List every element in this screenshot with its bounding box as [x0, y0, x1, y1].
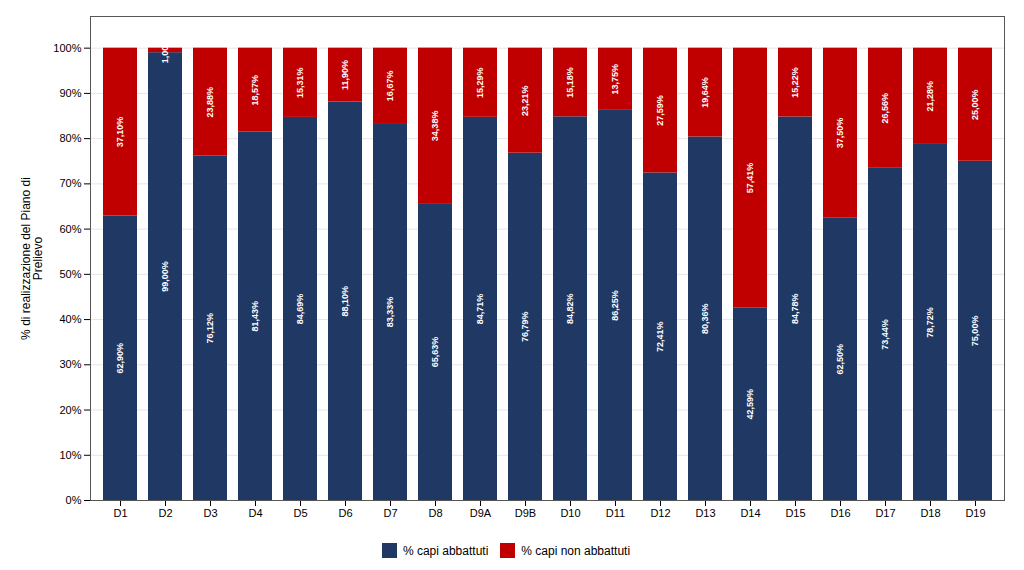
svg-text:D9B: D9B: [515, 507, 536, 519]
svg-text:D10: D10: [560, 507, 580, 519]
svg-text:D2: D2: [158, 507, 172, 519]
svg-text:10%: 10%: [59, 449, 81, 461]
svg-text:% di realizzazione del Piano d: % di realizzazione del Piano diPrelievo: [19, 177, 45, 340]
svg-text:D6: D6: [338, 507, 352, 519]
svg-text:34,38%: 34,38%: [430, 111, 440, 142]
svg-text:D3: D3: [203, 507, 217, 519]
svg-text:20%: 20%: [59, 404, 81, 416]
svg-text:65,63%: 65,63%: [430, 337, 440, 368]
svg-text:80%: 80%: [59, 132, 81, 144]
svg-text:84,69%: 84,69%: [295, 294, 305, 325]
svg-text:D11: D11: [606, 507, 625, 519]
svg-text:42,59%: 42,59%: [745, 389, 755, 420]
svg-text:84,71%: 84,71%: [475, 294, 485, 325]
svg-text:80,36%: 80,36%: [700, 303, 710, 334]
svg-text:30%: 30%: [59, 358, 81, 370]
svg-text:D1: D1: [113, 507, 127, 519]
svg-text:72,41%: 72,41%: [655, 321, 665, 352]
svg-text:D17: D17: [875, 507, 895, 519]
svg-text:D18: D18: [920, 507, 940, 519]
svg-text:23,88%: 23,88%: [205, 87, 215, 118]
svg-text:23,21%: 23,21%: [520, 85, 530, 116]
svg-text:0%: 0%: [66, 494, 82, 506]
svg-text:37,50%: 37,50%: [835, 118, 845, 149]
svg-text:D12: D12: [650, 507, 670, 519]
svg-text:D7: D7: [383, 507, 397, 519]
svg-text:90%: 90%: [59, 87, 81, 99]
html-text:% capi abbattuti: % capi abbattuti: [402, 543, 489, 558]
svg-text:60%: 60%: [59, 223, 81, 235]
svg-text:21,28%: 21,28%: [925, 81, 935, 112]
svg-text:99,00%: 99,00%: [160, 261, 170, 292]
svg-text:D19: D19: [965, 507, 985, 519]
svg-text:37,10%: 37,10%: [115, 117, 125, 148]
svg-text:1,00%: 1,00%: [160, 38, 170, 64]
svg-text:25,00%: 25,00%: [970, 89, 980, 120]
svg-text:62,90%: 62,90%: [115, 343, 125, 374]
svg-text:26,56%: 26,56%: [880, 93, 890, 124]
svg-text:81,43%: 81,43%: [250, 301, 260, 332]
svg-text:D15: D15: [785, 507, 805, 519]
svg-text:15,31%: 15,31%: [295, 68, 305, 99]
svg-text:19,64%: 19,64%: [700, 77, 710, 108]
svg-text:15,29%: 15,29%: [475, 67, 485, 98]
svg-text:15,22%: 15,22%: [790, 67, 800, 98]
svg-text:57,41%: 57,41%: [745, 163, 755, 194]
svg-text:40%: 40%: [59, 313, 81, 325]
svg-text:16,67%: 16,67%: [385, 71, 395, 102]
svg-text:18,57%: 18,57%: [250, 75, 260, 106]
svg-text:27,59%: 27,59%: [655, 95, 665, 126]
svg-text:D14: D14: [740, 507, 760, 519]
svg-text:78,72%: 78,72%: [925, 307, 935, 338]
svg-text:62,50%: 62,50%: [835, 344, 845, 375]
svg-text:84,78%: 84,78%: [790, 293, 800, 324]
svg-text:D8: D8: [428, 507, 442, 519]
svg-text:D4: D4: [248, 507, 262, 519]
svg-text:70%: 70%: [59, 177, 81, 189]
svg-text:D16: D16: [830, 507, 850, 519]
svg-text:13,75%: 13,75%: [610, 64, 620, 95]
svg-text:73,44%: 73,44%: [880, 319, 890, 350]
svg-text:D13: D13: [695, 507, 715, 519]
svg-text:D9A: D9A: [470, 507, 492, 519]
svg-text:86,25%: 86,25%: [610, 290, 620, 321]
svg-text:76,12%: 76,12%: [205, 313, 215, 344]
svg-text:15,18%: 15,18%: [565, 67, 575, 98]
svg-text:88,10%: 88,10%: [340, 286, 350, 317]
svg-text:83,33%: 83,33%: [385, 297, 395, 328]
svg-text:100%: 100%: [53, 42, 81, 54]
svg-text:84,82%: 84,82%: [565, 293, 575, 324]
html-text:% capi non abbattuti: % capi non abbattuti: [521, 543, 631, 558]
svg-text:75,00%: 75,00%: [970, 316, 980, 347]
svg-text:D5: D5: [293, 507, 307, 519]
svg-text:76,79%: 76,79%: [520, 312, 530, 343]
svg-text:50%: 50%: [59, 268, 81, 280]
svg-text:11,90%: 11,90%: [340, 60, 350, 90]
